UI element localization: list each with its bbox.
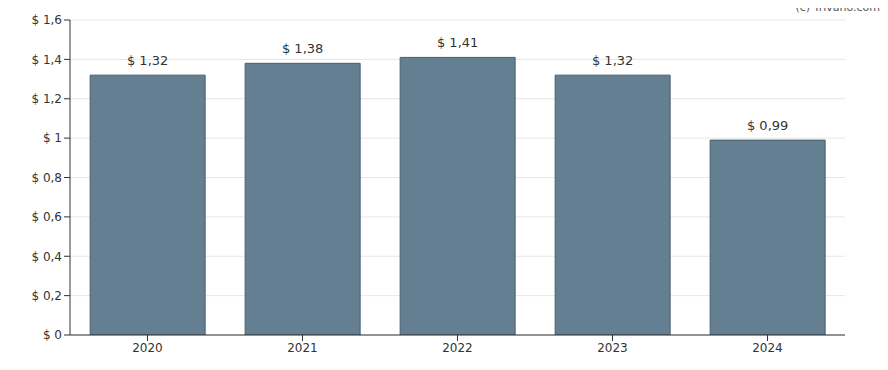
svg-text:$ 0,4: $ 0,4 [31, 250, 62, 264]
svg-text:$ 1,6: $ 1,6 [31, 13, 62, 27]
svg-text:$ 1,41: $ 1,41 [437, 35, 478, 50]
svg-text:$ 1,2: $ 1,2 [31, 92, 62, 106]
svg-text:2021: 2021 [287, 341, 318, 355]
svg-text:$ 1,32: $ 1,32 [592, 53, 633, 68]
svg-text:$ 1: $ 1 [43, 131, 62, 145]
html-text:(c) Trivano.com: (c) Trivano.com [795, 1, 880, 14]
svg-text:$ 0: $ 0 [43, 328, 62, 342]
svg-text:2024: 2024 [752, 341, 783, 355]
svg-text:2022: 2022 [442, 341, 473, 355]
svg-text:$ 0,6: $ 0,6 [31, 210, 62, 224]
svg-text:$ 0,2: $ 0,2 [31, 289, 62, 303]
svg-text:2020: 2020 [132, 341, 163, 355]
svg-text:$ 0,8: $ 0,8 [31, 171, 62, 185]
svg-text:$ 1,4: $ 1,4 [31, 53, 62, 67]
svg-text:2023: 2023 [597, 341, 628, 355]
svg-text:$ 0,99: $ 0,99 [747, 118, 788, 133]
svg-text:$ 1,38: $ 1,38 [282, 41, 323, 56]
svg-text:$ 1,32: $ 1,32 [127, 53, 168, 68]
